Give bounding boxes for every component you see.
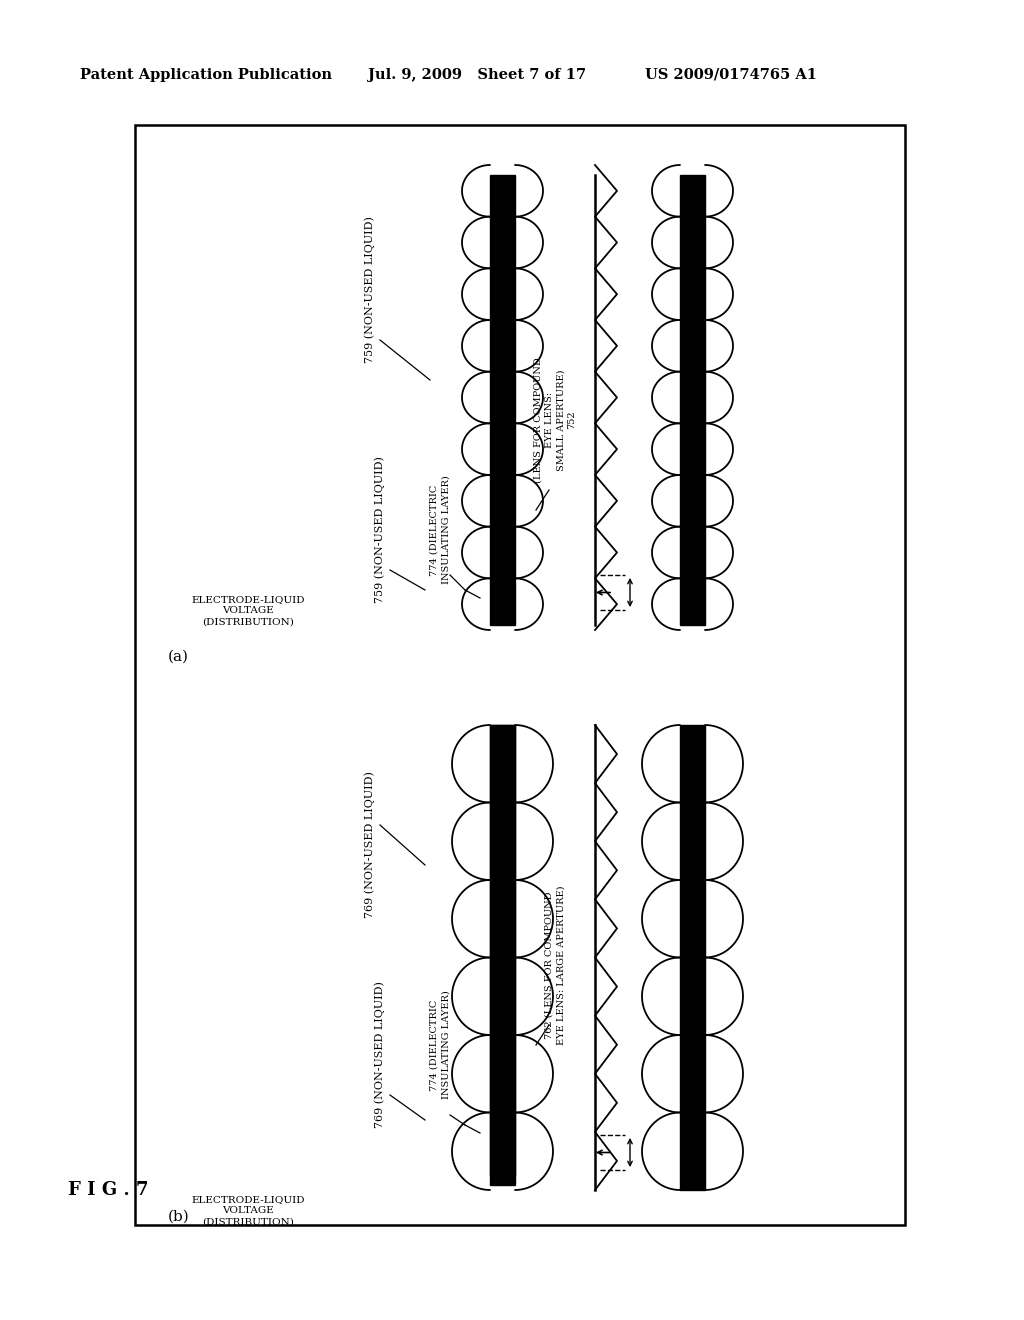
Text: (LENS FOR COMPOUND
EYE LENS:
SMALL APERTURE)
752: (LENS FOR COMPOUND EYE LENS: SMALL APERT… — [534, 358, 577, 483]
Bar — [490, 725, 515, 1175]
Text: ELECTRODE-LIQUID
VOLTAGE
(DISTRIBUTION): ELECTRODE-LIQUID VOLTAGE (DISTRIBUTION) — [191, 1195, 305, 1226]
Bar — [680, 725, 705, 1191]
Text: (b): (b) — [168, 1210, 189, 1224]
Text: (a): (a) — [168, 649, 189, 664]
Bar — [135, 125, 905, 1225]
Text: 759 (NON-USED LIQUID): 759 (NON-USED LIQUID) — [365, 216, 375, 363]
Text: 759 (NON-USED LIQUID): 759 (NON-USED LIQUID) — [375, 457, 385, 603]
Text: 769 (NON-USED LIQUID): 769 (NON-USED LIQUID) — [375, 982, 385, 1129]
Text: 774 (DIELECTRIC
INSULATING LAYER): 774 (DIELECTRIC INSULATING LAYER) — [430, 475, 451, 585]
Bar — [490, 176, 515, 624]
Text: US 2009/0174765 A1: US 2009/0174765 A1 — [645, 69, 817, 82]
Text: F I G . 7: F I G . 7 — [68, 1181, 148, 1199]
Bar — [490, 725, 515, 1185]
Text: 762 (LENS FOR COMPOUND
EYE LENS: LARGE APERTURE): 762 (LENS FOR COMPOUND EYE LENS: LARGE A… — [545, 886, 565, 1044]
Text: Patent Application Publication: Patent Application Publication — [80, 69, 332, 82]
Bar — [680, 176, 705, 624]
Text: Jul. 9, 2009   Sheet 7 of 17: Jul. 9, 2009 Sheet 7 of 17 — [368, 69, 586, 82]
Text: 769 (NON-USED LIQUID): 769 (NON-USED LIQUID) — [365, 772, 375, 919]
Text: ELECTRODE-LIQUID
VOLTAGE
(DISTRIBUTION): ELECTRODE-LIQUID VOLTAGE (DISTRIBUTION) — [191, 595, 305, 626]
Text: 774 (DIELECTRIC
INSULATING LAYER): 774 (DIELECTRIC INSULATING LAYER) — [430, 990, 451, 1100]
